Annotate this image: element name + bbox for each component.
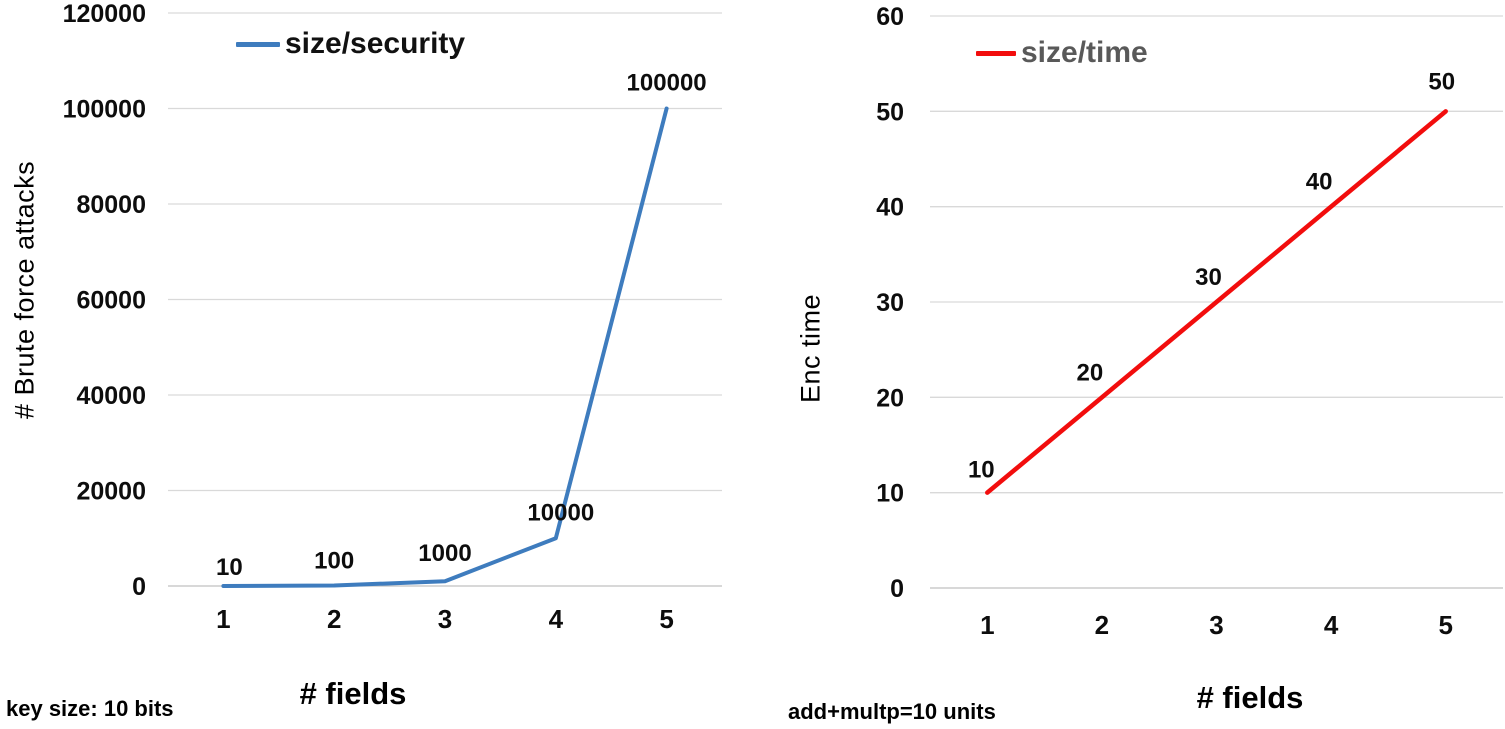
size-security-data-label: 1000: [418, 540, 471, 567]
size-time-y-tick-label: 0: [890, 575, 904, 603]
size-time-x-tick-label: 3: [1209, 610, 1223, 640]
size-time-data-label: 10: [968, 457, 995, 484]
size-time-y-tick-label: 40: [876, 194, 904, 222]
left-chart-legend: size/security: [236, 28, 465, 60]
size-time-x-tick-label: 4: [1324, 610, 1339, 640]
left-chart-y-axis-title: # Brute force attacks: [9, 160, 40, 420]
legend-line-swatch-red: [976, 50, 1016, 56]
size-time-y-tick-label: 60: [876, 3, 904, 31]
size-time-data-label: 40: [1306, 169, 1333, 196]
right-chart-x-axis-title: # fields: [1196, 680, 1304, 715]
size-security-x-tick-label: 5: [659, 604, 673, 634]
size-security-y-tick-label: 0: [132, 573, 146, 601]
right-chart-legend-label: size/time: [1021, 36, 1148, 69]
size-time-y-tick-label: 30: [876, 289, 904, 317]
size-security-y-tick-label: 80000: [76, 191, 146, 219]
size-time-x-tick-label: 2: [1095, 610, 1109, 640]
right-chart-legend: size/time: [976, 37, 1148, 69]
legend-line-swatch-blue: [236, 41, 280, 47]
size-security-y-tick-label: 100000: [63, 96, 146, 124]
size-time-x-tick-label: 1: [980, 610, 994, 640]
size-time-x-tick-label: 5: [1438, 610, 1452, 640]
size-security-x-tick-label: 4: [549, 604, 564, 634]
size-security-x-tick-label: 2: [327, 604, 341, 634]
size-time-y-tick-label: 20: [876, 384, 904, 412]
right-chart-caption: add+multp=10 units: [788, 699, 996, 724]
size-security-data-label: 10: [216, 554, 243, 581]
size-security-y-tick-label: 20000: [76, 478, 146, 506]
size-time-data-label: 50: [1428, 68, 1455, 95]
size-time-series-line: [985, 109, 1448, 495]
size-time-data-label: 20: [1077, 359, 1104, 386]
size-security-data-label: 10000: [527, 499, 594, 526]
size-time-y-tick-label: 50: [876, 98, 904, 126]
left-chart-caption: key size: 10 bits: [6, 696, 174, 721]
size-security-y-tick-label: 60000: [76, 287, 146, 315]
size-security-x-tick-label: 3: [438, 604, 452, 634]
size-security-y-tick-label: 120000: [63, 0, 146, 28]
left-chart-legend-label: size/security: [285, 27, 466, 60]
size-time-y-tick-label: 10: [876, 480, 904, 508]
size-security-y-tick-label: 40000: [76, 382, 146, 410]
size-security-series-line: [221, 106, 669, 588]
size-security-x-tick-label: 1: [216, 604, 230, 634]
size-time-data-label: 30: [1195, 264, 1222, 291]
size-security-data-label: 100000: [627, 70, 707, 97]
size-security-data-label: 100: [314, 548, 354, 575]
right-chart-y-axis-title: Enc time: [795, 293, 826, 403]
left-chart-x-axis-title: # fields: [299, 676, 407, 711]
